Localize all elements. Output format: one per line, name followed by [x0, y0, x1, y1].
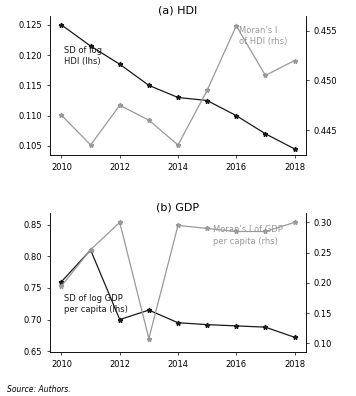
Text: Source: Authors.: Source: Authors.	[7, 385, 71, 394]
Text: SD of log GDP
per capita (lhs): SD of log GDP per capita (lhs)	[64, 294, 128, 314]
Text: Moran’s I of GDP
per capita (rhs): Moran’s I of GDP per capita (rhs)	[213, 225, 283, 246]
Text: Moran’s I
of HDI (rhs): Moran’s I of HDI (rhs)	[239, 26, 288, 46]
Title: (a) HDI: (a) HDI	[158, 5, 198, 15]
Title: (b) GDP: (b) GDP	[156, 203, 200, 213]
Text: SD of log
HDI (lhs): SD of log HDI (lhs)	[64, 46, 103, 66]
